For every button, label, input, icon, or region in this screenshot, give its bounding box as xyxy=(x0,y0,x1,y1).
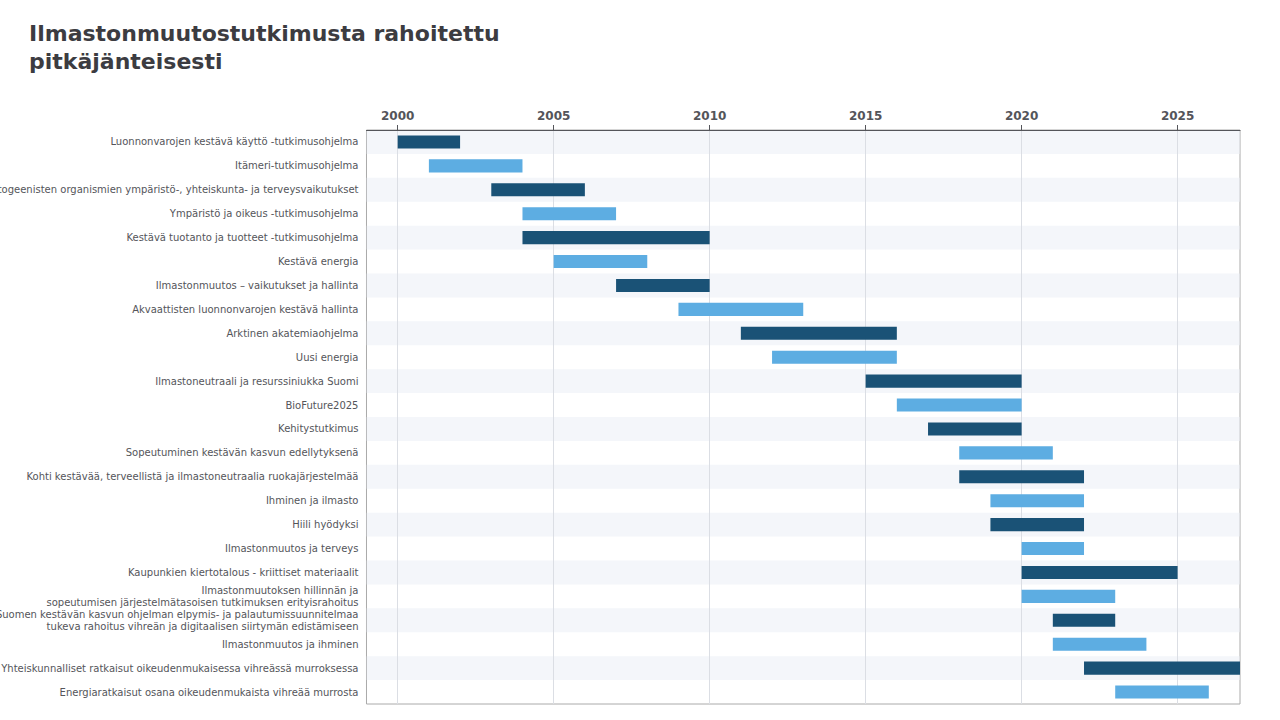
svg-text:Itämeri-tutkimusohjelma: Itämeri-tutkimusohjelma xyxy=(235,160,358,171)
svg-text:Ympäristö ja oikeus -tutkimuso: Ympäristö ja oikeus -tutkimusohjelma xyxy=(169,208,359,219)
svg-text:Yhteiskunnalliset ratkaisut oi: Yhteiskunnalliset ratkaisut oikeudenmuka… xyxy=(0,663,358,674)
svg-text:Kaupunkien kiertotalous - krii: Kaupunkien kiertotalous - kriittiset mat… xyxy=(128,567,359,578)
svg-text:2025: 2025 xyxy=(1161,109,1194,123)
svg-text:Kohti kestävää, terveellistä j: Kohti kestävää, terveellistä ja ilmaston… xyxy=(26,471,358,482)
svg-text:Ilmastonmuutoksen hillinnän ja: Ilmastonmuutoksen hillinnän ja xyxy=(201,585,358,596)
svg-text:Ilmastoneutraali ja resurssini: Ilmastoneutraali ja resurssiniukka Suomi xyxy=(155,376,358,387)
svg-text:Luonnonvarojen kestävä käyttö: Luonnonvarojen kestävä käyttö -tutkimuso… xyxy=(110,136,358,147)
svg-text:Akvaattisten luonnonvarojen ke: Akvaattisten luonnonvarojen kestävä hall… xyxy=(132,304,358,315)
svg-text:Ilmastonmuutos – vaikutukset j: Ilmastonmuutos – vaikutukset ja hallinta xyxy=(156,280,359,291)
svg-text:Muuntogeenisten organismien ym: Muuntogeenisten organismien ympäristö-, … xyxy=(0,184,359,195)
svg-text:pitkäjänteisesti: pitkäjänteisesti xyxy=(29,49,222,74)
svg-text:BioFuture2025: BioFuture2025 xyxy=(285,400,358,411)
svg-text:2010: 2010 xyxy=(693,109,726,123)
svg-text:Ilmastonmuutos ja terveys: Ilmastonmuutos ja terveys xyxy=(225,543,359,554)
svg-text:sopeutumisen järjestelmätasois: sopeutumisen järjestelmätasoisen tutkimu… xyxy=(46,597,358,608)
svg-text:Energiaratkaisut osana oikeude: Energiaratkaisut osana oikeudenmukaista … xyxy=(60,687,359,698)
svg-text:Hiili hyödyksi: Hiili hyödyksi xyxy=(292,519,358,530)
svg-text:tukeva rahoitus vihreän ja dig: tukeva rahoitus vihreän ja digitaalisen … xyxy=(47,621,359,632)
svg-text:2000: 2000 xyxy=(381,109,414,123)
svg-text:Ilmastonmuutos ja ihminen: Ilmastonmuutos ja ihminen xyxy=(222,639,359,650)
svg-text:Kestävä tuotanto ja tuotteet -: Kestävä tuotanto ja tuotteet -tutkimusoh… xyxy=(126,232,358,243)
svg-text:Ihminen ja ilmasto: Ihminen ja ilmasto xyxy=(266,495,359,506)
svg-text:2020: 2020 xyxy=(1005,109,1038,123)
svg-text:Uusi energia: Uusi energia xyxy=(296,352,359,363)
svg-text:Kehitystutkimus: Kehitystutkimus xyxy=(278,423,358,434)
svg-text:2015: 2015 xyxy=(849,109,882,123)
svg-text:Kestävä energia: Kestävä energia xyxy=(278,256,359,267)
svg-text:2005: 2005 xyxy=(537,109,570,123)
svg-text:Sopeutuminen kestävän kasvun e: Sopeutuminen kestävän kasvun edellytykse… xyxy=(126,447,359,458)
svg-text:Suomen kestävän kasvun ohjelma: Suomen kestävän kasvun ohjelman elpymis-… xyxy=(0,609,358,620)
svg-text:Ilmastonmuutostutkimusta rahoi: Ilmastonmuutostutkimusta rahoitettu xyxy=(29,21,500,46)
svg-text:Arktinen akatemiaohjelma: Arktinen akatemiaohjelma xyxy=(226,328,358,339)
